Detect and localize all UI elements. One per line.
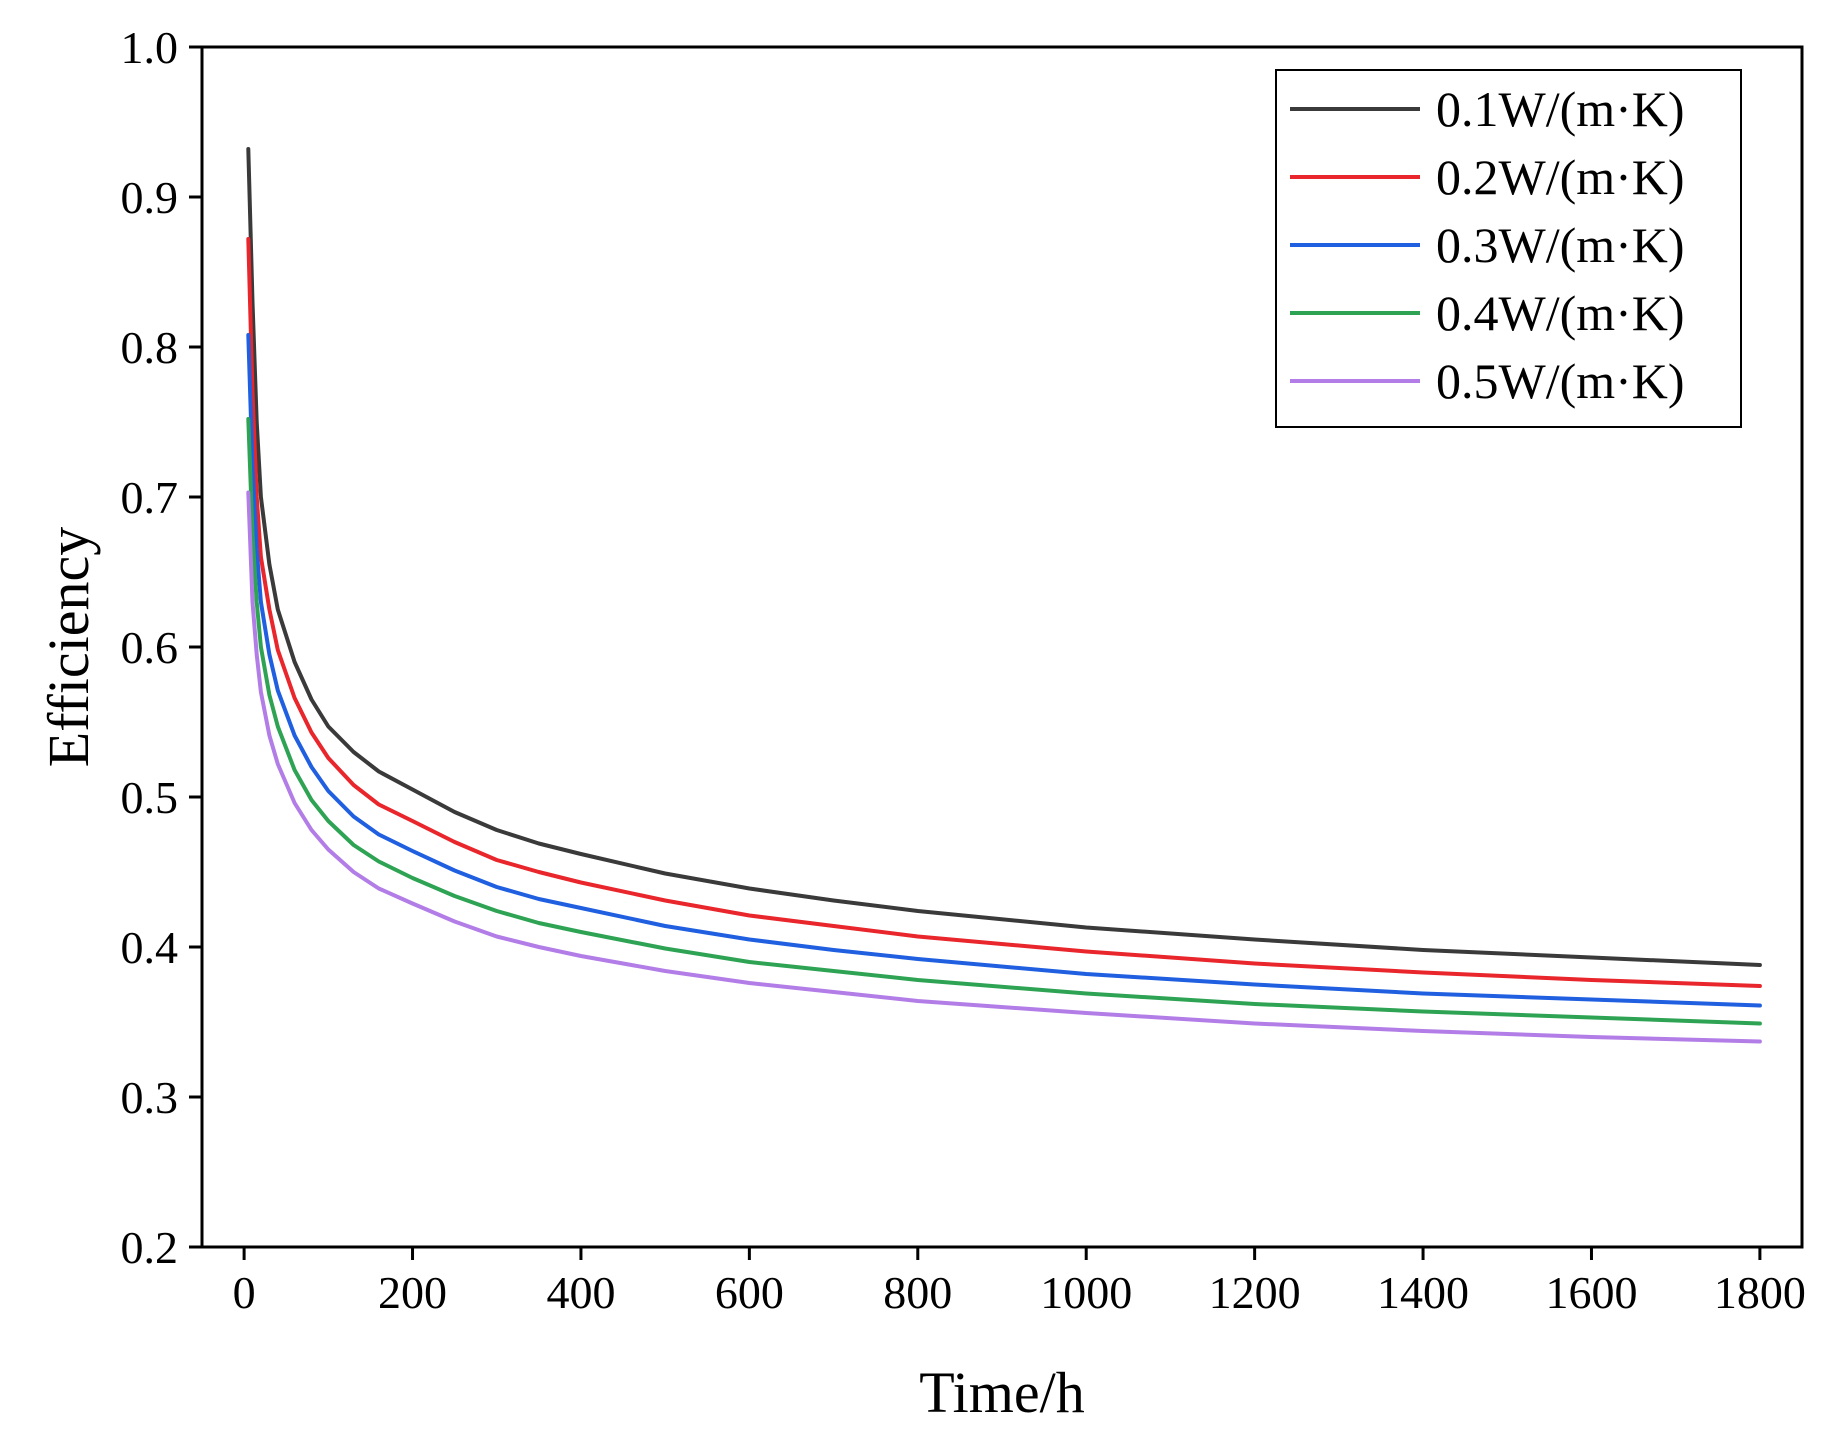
legend-label-1: 0.1W/(m·K) <box>1436 81 1685 137</box>
x-tick-label: 1200 <box>1209 1267 1301 1318</box>
y-axis: 0.2 0.3 0.4 0.5 0.6 0.7 0.8 0.9 1.0 <box>121 22 202 1273</box>
series-line-5 <box>246 490 1762 1044</box>
x-tick-label: 1800 <box>1714 1267 1806 1318</box>
y-tick-label: 0.9 <box>121 172 179 223</box>
y-tick-label: 0.6 <box>121 622 179 673</box>
legend-box <box>1275 69 1742 428</box>
legend-label-4: 0.4W/(m·K) <box>1436 285 1685 341</box>
x-tick-label: 800 <box>883 1267 952 1318</box>
series-line-1 <box>246 147 1762 967</box>
y-tick-label: 0.2 <box>121 1222 179 1273</box>
series-line-2 <box>246 237 1762 988</box>
legend-label-5: 0.5W/(m·K) <box>1436 353 1685 409</box>
legend-label-3: 0.3W/(m·K) <box>1436 217 1685 273</box>
legend: 0.1W/(m·K) 0.2W/(m·K) 0.3W/(m·K) 0.4W/(m·K)… <box>1275 69 1742 428</box>
y-tick-label: 1.0 <box>121 22 179 73</box>
series-line-4 <box>246 417 1762 1026</box>
x-tick-label: 1600 <box>1545 1267 1637 1318</box>
series-lines <box>246 147 1762 1044</box>
y-tick-label: 0.8 <box>121 322 179 373</box>
x-axis: 0 200 400 600 800 1000 1200 1400 1600 1800 <box>233 1247 1806 1318</box>
series-line-3 <box>246 333 1762 1008</box>
y-tick-label: 0.4 <box>121 922 179 973</box>
x-tick-label: 400 <box>546 1267 615 1318</box>
y-tick-label: 0.5 <box>121 772 179 823</box>
x-axis-title: Time/h <box>919 1360 1084 1425</box>
y-tick-label: 0.7 <box>121 472 179 523</box>
y-tick-label: 0.3 <box>121 1072 179 1123</box>
x-tick-label: 0 <box>233 1267 256 1318</box>
x-tick-label: 1400 <box>1377 1267 1469 1318</box>
x-tick-label: 200 <box>378 1267 447 1318</box>
y-axis-title: Efficiency <box>36 527 101 767</box>
x-tick-label: 1000 <box>1040 1267 1132 1318</box>
legend-label-2: 0.2W/(m·K) <box>1436 149 1685 205</box>
x-tick-label: 600 <box>715 1267 784 1318</box>
